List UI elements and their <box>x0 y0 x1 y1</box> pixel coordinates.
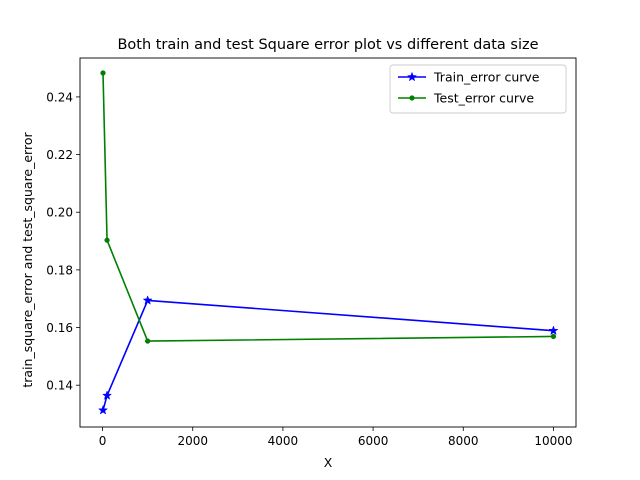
plot-frame <box>79 57 577 428</box>
data-point-series-1 <box>548 325 559 336</box>
data-point-series-1 <box>97 404 109 415</box>
x-axis-label: X <box>324 455 333 470</box>
y-axis-label: train_square_error and test_square_error <box>20 132 35 388</box>
legend-label-2: Test_error curve <box>433 91 534 106</box>
x-tick-label: 6000 <box>358 434 389 448</box>
y-tick-label: 0.16 <box>46 321 73 335</box>
legend-label-1: Train_error curve <box>433 70 540 85</box>
series-line-2 <box>102 72 554 342</box>
series-line-1 <box>102 299 554 411</box>
x-tick-label: 0 <box>99 434 107 448</box>
data-point-series-1 <box>142 295 153 305</box>
y-tick-label: 0.18 <box>46 263 73 277</box>
x-tick-label: 10000 <box>534 434 572 448</box>
y-tick-label: 0.22 <box>46 148 73 162</box>
legend-box <box>389 64 567 114</box>
y-tick-label: 0.14 <box>46 379 73 393</box>
data-point-series-2 <box>550 333 557 340</box>
data-point-series-1 <box>101 390 113 400</box>
legend-marker-2 <box>409 95 415 101</box>
legend: Train_error curve Test_error curve <box>389 64 567 114</box>
legend-marker-1 <box>406 71 418 82</box>
data-point-series-2 <box>100 70 106 76</box>
x-tick-label: 8000 <box>448 434 479 448</box>
y-tick-label: 0.20 <box>46 206 73 220</box>
x-tick-label: 2000 <box>177 434 208 448</box>
x-tick-label: 4000 <box>268 434 299 448</box>
chart-title: Both train and test Square error plot vs… <box>117 37 538 53</box>
data-point-series-2 <box>144 338 151 344</box>
plot-area: 0 2000 4000 6000 8000 10000 0.14 0.16 0.18 0.20 0.… <box>46 57 577 448</box>
y-tick-label: 0.24 <box>46 90 73 104</box>
data-point-series-2 <box>104 237 110 243</box>
